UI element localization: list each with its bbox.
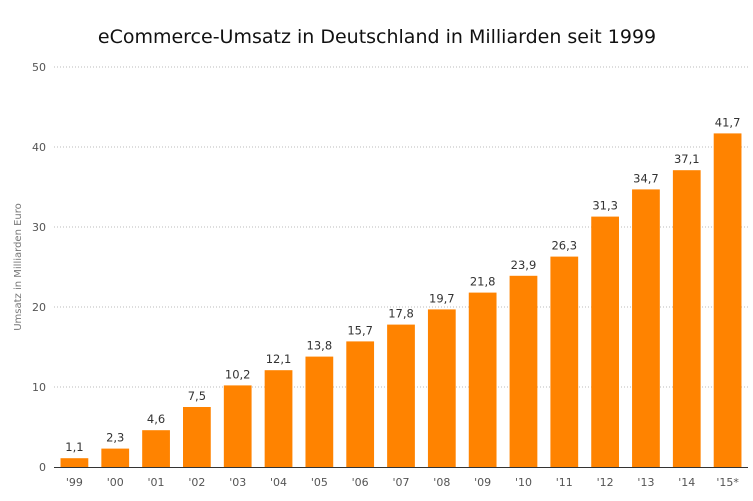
data-label: 1,1	[65, 440, 83, 454]
bar	[509, 275, 538, 467]
x-tick-label: '07	[392, 476, 409, 489]
bar	[223, 385, 252, 467]
bar	[264, 370, 293, 467]
data-label: 41,7	[715, 115, 741, 129]
x-tick-label: '14	[678, 476, 695, 489]
x-tick-label: '10	[515, 476, 532, 489]
data-label: 34,7	[633, 171, 659, 185]
bar	[672, 170, 701, 467]
bar	[713, 133, 742, 467]
x-tick-label: '00	[107, 476, 124, 489]
y-tick-labels: 0 10 20 30 40 50	[32, 61, 46, 474]
x-tick-label: '99	[66, 476, 83, 489]
data-label: 15,7	[347, 323, 373, 337]
x-tick-label: '01	[148, 476, 165, 489]
x-tick-label: '04	[270, 476, 287, 489]
data-label: 19,7	[429, 291, 455, 305]
data-label: 26,3	[551, 239, 577, 253]
x-tick-label: '03	[229, 476, 246, 489]
y-tick-label: 50	[32, 61, 46, 74]
y-tick-label: 10	[32, 381, 46, 394]
bar	[591, 216, 619, 467]
x-tick-label: '05	[311, 476, 328, 489]
data-label: 31,3	[592, 199, 618, 213]
x-tick-label: '08	[433, 476, 450, 489]
x-tick-labels: '99 '00 '01 '02 '03 '04 '05 '06 '07 '08 '09 '10 '11 '…	[66, 476, 739, 489]
x-tick-label: '06	[352, 476, 369, 489]
bar	[60, 458, 89, 467]
data-label: 2,3	[106, 431, 124, 445]
data-label: 10,2	[225, 367, 251, 381]
data-label: 37,1	[674, 152, 700, 166]
bar	[427, 309, 456, 467]
x-tick-label: '13	[637, 476, 654, 489]
data-label: 7,5	[188, 389, 206, 403]
y-tick-label: 0	[39, 461, 46, 474]
data-label: 21,8	[470, 275, 496, 289]
y-axis-label: Umsatz in Milliarden Euro	[13, 203, 24, 331]
bars	[60, 133, 742, 467]
bar	[305, 356, 334, 467]
x-tick-label: '12	[597, 476, 614, 489]
x-tick-label: '11	[556, 476, 573, 489]
x-tick-label: '02	[188, 476, 205, 489]
data-label: 4,6	[147, 412, 165, 426]
bar	[550, 256, 579, 467]
y-tick-label: 30	[32, 221, 46, 234]
data-labels: 1,1 2,3 4,6 7,5 10,2 12,1 13,8 15,7 17,8 19,7 21,8…	[65, 115, 740, 454]
y-tick-label: 20	[32, 301, 46, 314]
x-tick-label: '15*	[716, 476, 739, 489]
bar	[142, 430, 170, 467]
chart-title: eCommerce-Umsatz in Deutschland in Milli…	[98, 26, 656, 48]
bar	[468, 292, 497, 467]
bar	[101, 448, 130, 467]
data-label: 23,9	[511, 258, 537, 272]
data-label: 13,8	[307, 339, 333, 353]
bar	[346, 341, 375, 467]
x-tick-label: '09	[474, 476, 491, 489]
y-tick-label: 40	[32, 141, 46, 154]
bar	[387, 324, 415, 467]
bar	[632, 189, 660, 467]
data-label: 12,1	[266, 352, 292, 366]
bar	[183, 407, 211, 467]
data-label: 17,8	[388, 307, 414, 321]
